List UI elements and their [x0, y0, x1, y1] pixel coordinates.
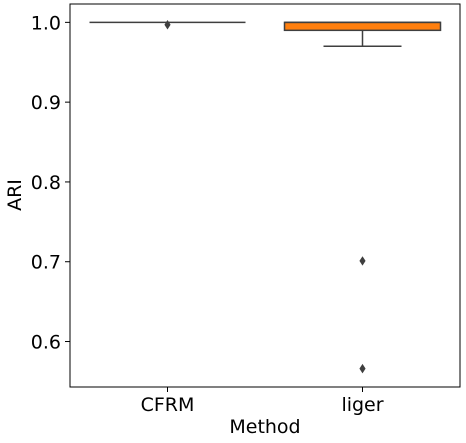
box-liger [283, 21, 442, 374]
y-tick-label: 0.9 [31, 92, 61, 114]
plot-area [70, 4, 460, 387]
y-tick-label: 0.8 [31, 172, 61, 194]
outlier-point [164, 20, 171, 30]
box-cfrm [89, 20, 246, 30]
y-tick-label: 1.0 [31, 12, 61, 34]
boxes-layer [89, 20, 442, 374]
outlier-point [359, 363, 366, 374]
x-tick-label: CFRM [141, 394, 195, 416]
y-tick-label: 0.7 [31, 252, 61, 274]
y-tick-label: 0.6 [31, 332, 61, 354]
x-axis-label: Method [229, 416, 300, 438]
box-body [283, 21, 442, 32]
y-axis: 0.6 0.7 0.8 0.9 1.0 [31, 12, 70, 354]
x-tick-label: liger [341, 394, 383, 416]
x-axis: CFRM liger [141, 387, 384, 416]
plot-frame [69, 3, 461, 388]
outlier-point [359, 256, 366, 266]
y-axis-label: ARI [4, 179, 26, 211]
